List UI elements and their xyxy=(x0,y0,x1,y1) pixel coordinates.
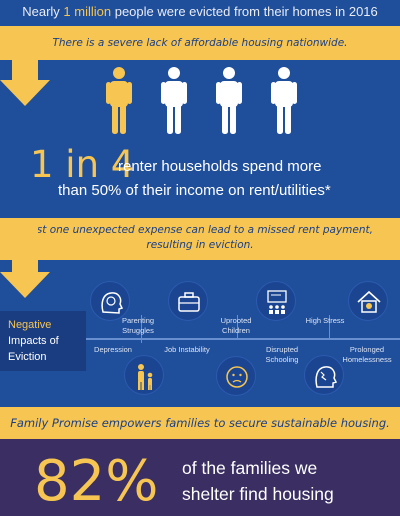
family-promise-banner: Family Promise empowers families to secu… xyxy=(0,407,400,439)
impact-label-stress: High Stress xyxy=(305,316,345,325)
impact-label-parenting: Parenting Struggles xyxy=(121,316,155,335)
result-line-2: shelter find housing xyxy=(182,484,334,504)
impacts-label: Negative Impacts of Eviction xyxy=(0,311,86,371)
briefcase-icon xyxy=(168,281,208,321)
timeline-tick xyxy=(141,339,142,343)
arrow-head-icon xyxy=(0,272,50,298)
parent-child-icon xyxy=(124,355,164,395)
impact-label-schooling: Disrupted Schooling xyxy=(265,345,299,364)
eviction-cause-banner: Just one unexpected expense can lead to … xyxy=(0,218,400,260)
sad-face-icon xyxy=(216,356,256,396)
timeline-tick xyxy=(237,315,238,339)
stat-line-1: renter households spend more xyxy=(118,158,322,175)
impact-label-uprooted: Uprooted Children xyxy=(220,316,252,335)
timeline-tick xyxy=(141,315,142,339)
affordable-housing-banner: There is a severe lack of affordable hou… xyxy=(0,26,400,60)
person-icon xyxy=(216,67,242,134)
person-icon xyxy=(161,67,187,134)
stat-ratio: 1 in 4 xyxy=(30,143,135,186)
result-line-1: of the families we xyxy=(182,458,318,478)
result-percentage: 82% xyxy=(34,449,159,514)
stat-line-2: than 50% of their income on rent/utiliti… xyxy=(58,182,331,199)
impact-label-homelessness: Prolonged Homelessness xyxy=(342,345,392,364)
title-highlight: 1 million xyxy=(63,4,112,19)
impact-label-job: Job Instability xyxy=(164,345,210,354)
brain-head-icon xyxy=(90,281,130,321)
arrow-head-icon xyxy=(0,80,50,106)
person-icon-highlight xyxy=(106,67,132,134)
person-icon xyxy=(271,67,297,134)
result-panel xyxy=(0,439,400,516)
arrow-down-icon xyxy=(12,26,38,80)
house-heart-icon xyxy=(348,281,388,321)
impact-label-depression: Depression xyxy=(94,345,132,354)
stressed-head-icon xyxy=(304,355,344,395)
arrow-down-icon xyxy=(12,218,38,272)
timeline-tick xyxy=(329,315,330,339)
classroom-icon xyxy=(256,281,296,321)
page-title: Nearly 1 million people were evicted fro… xyxy=(0,0,400,26)
impacts-timeline xyxy=(86,338,400,340)
